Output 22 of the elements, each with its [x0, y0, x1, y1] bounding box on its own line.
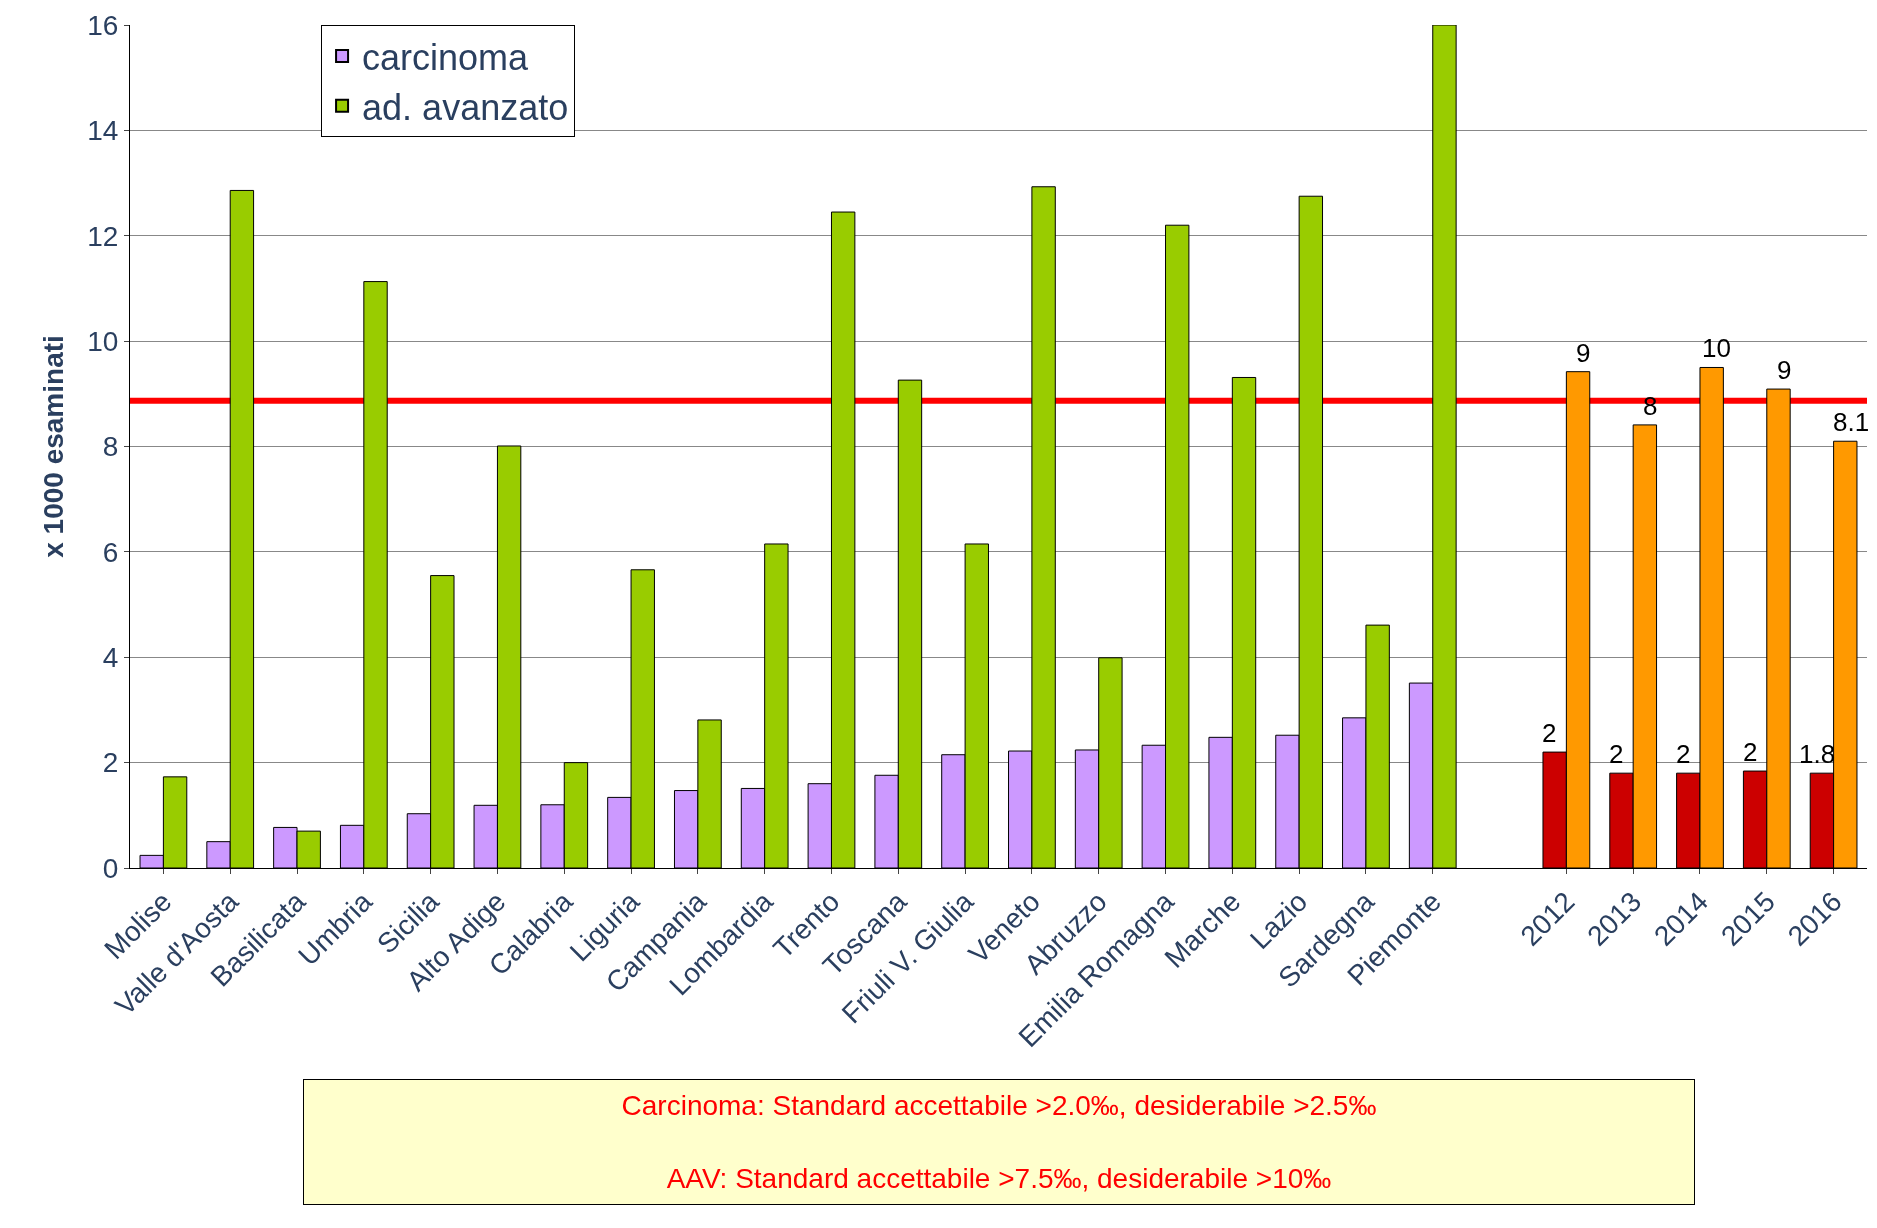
data-label: 9 [1576, 338, 1591, 368]
y-tick-label: 16 [87, 9, 119, 41]
data-label: 2 [1542, 718, 1557, 748]
y-tick-label: 14 [87, 115, 119, 147]
y-tick-label: 8 [102, 431, 119, 463]
data-label: 8.1 [1833, 407, 1870, 437]
legend-label: ad. avanzato [362, 86, 569, 128]
data-label: 10 [1702, 333, 1731, 363]
y-tick-label: 12 [87, 220, 119, 252]
y-tick-label: 6 [102, 536, 119, 568]
y-tick-label: 10 [87, 325, 119, 357]
y-tick-label: 2 [102, 747, 119, 779]
data-label: 9 [1777, 355, 1792, 385]
y-tick-label: 0 [102, 852, 119, 884]
y-axis-title: x 1000 esaminati [37, 335, 69, 558]
y-tick-label: 4 [102, 642, 119, 674]
text: AAV: Standard accettabile >7.5‰, desiderabile >10‰ [666, 1162, 1332, 1194]
data-label: 2 [1676, 739, 1691, 769]
legend-label: carcinoma [362, 36, 530, 78]
data-label: 2 [1609, 739, 1624, 769]
text: Carcinoma: Standard accettabile >2.0‰, desiderabile >2.5‰ [621, 1090, 1377, 1121]
data-label: 2 [1743, 737, 1758, 767]
